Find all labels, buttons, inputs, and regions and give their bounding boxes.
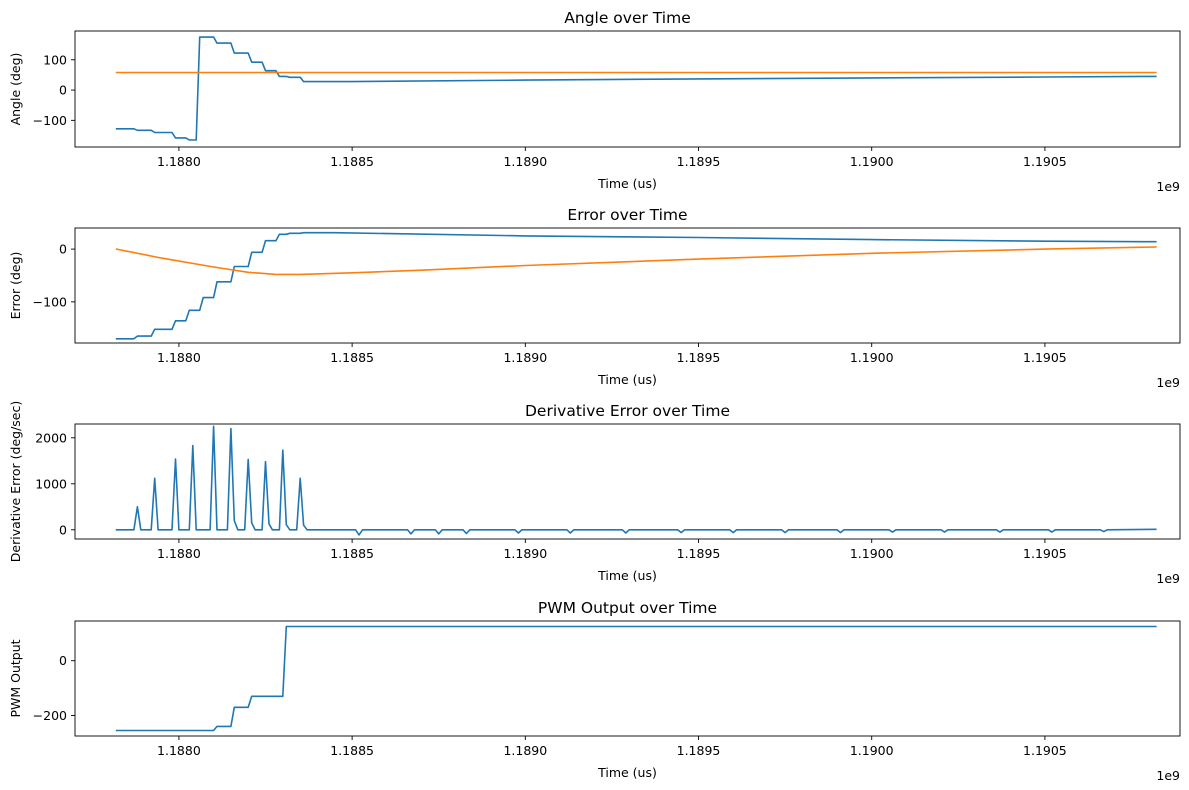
subplot-4: 1.1880 1.1885 1.1890 1.1895 1.1900 1.1905 −200… <box>8 599 1181 783</box>
x-tick-label: 1.1880 <box>157 154 201 169</box>
y-tick-label: 100 <box>43 52 67 67</box>
series-line-pwm <box>115 625 1157 732</box>
axes-frame <box>74 30 1181 148</box>
y-tick-label: −100 <box>33 294 67 309</box>
y-tick-label: 1000 <box>35 476 67 491</box>
x-axis-label: Time (us) <box>597 568 657 583</box>
x-offset-label: 1e9 <box>1156 375 1180 390</box>
series-group <box>115 425 1157 536</box>
x-tick-label: 1.1880 <box>157 350 201 365</box>
y-axis-label: Derivative Error (deg/sec) <box>8 401 23 562</box>
series-line-derivative_error <box>115 425 1157 536</box>
y-tick-label: −200 <box>33 708 67 723</box>
x-tick-label: 1.1900 <box>850 154 894 169</box>
subplot-2: 1.1880 1.1885 1.1890 1.1895 1.1900 1.1905 −100… <box>8 206 1181 390</box>
x-tick-label: 1.1895 <box>677 743 721 758</box>
axes-frame <box>74 620 1181 737</box>
x-offset-label: 1e9 <box>1156 768 1180 783</box>
x-tick-label: 1.1890 <box>503 350 547 365</box>
axes-frame <box>74 423 1181 540</box>
x-tick-label: 1.1890 <box>503 743 547 758</box>
y-axis-label: Error (deg) <box>8 252 23 320</box>
x-offset-label: 1e9 <box>1156 571 1180 586</box>
series-group <box>115 36 1157 141</box>
y-axis-label: PWM Output <box>8 639 23 717</box>
x-tick-label: 1.1885 <box>330 743 374 758</box>
subplot-1: 1.1880 1.1885 1.1890 1.1895 1.1900 1.1905 −100… <box>8 9 1181 194</box>
subplot-3: 1.1880 1.1885 1.1890 1.1895 1.1900 1.1905 0 100… <box>8 401 1181 586</box>
series-line-angle <box>115 36 1157 141</box>
y-tick-label: 0 <box>59 83 67 98</box>
chart-title: Derivative Error over Time <box>525 402 730 420</box>
x-tick-label: 1.1895 <box>677 154 721 169</box>
x-offset-label: 1e9 <box>1156 179 1180 194</box>
x-tick-label: 1.1900 <box>850 350 894 365</box>
y-tick-label: −100 <box>33 113 67 128</box>
y-tick-label: 0 <box>59 242 67 257</box>
series-group <box>115 231 1157 340</box>
x-axis-label: Time (us) <box>597 372 657 387</box>
x-tick-label: 1.1905 <box>1023 546 1067 561</box>
y-tick-label: 0 <box>59 653 67 668</box>
y-tick-label: 0 <box>59 522 67 537</box>
axes-frame <box>74 227 1181 344</box>
y-tick-label: 2000 <box>35 430 67 445</box>
chart-title: Error over Time <box>567 206 687 224</box>
x-tick-label: 1.1885 <box>330 350 374 365</box>
x-tick-label: 1.1890 <box>503 546 547 561</box>
x-tick-label: 1.1885 <box>330 154 374 169</box>
x-tick-label: 1.1885 <box>330 546 374 561</box>
x-axis-label: Time (us) <box>597 176 657 191</box>
x-tick-label: 1.1905 <box>1023 154 1067 169</box>
series-group <box>115 625 1157 732</box>
x-tick-label: 1.1905 <box>1023 350 1067 365</box>
series-line-error_reference <box>115 246 1157 276</box>
x-tick-label: 1.1880 <box>157 546 201 561</box>
x-axis-label: Time (us) <box>597 765 657 780</box>
x-tick-label: 1.1900 <box>850 546 894 561</box>
chart-title: PWM Output over Time <box>538 599 717 617</box>
y-axis-label: Angle (deg) <box>8 53 23 126</box>
x-tick-label: 1.1880 <box>157 743 201 758</box>
series-line-error <box>115 231 1157 340</box>
x-tick-label: 1.1895 <box>677 350 721 365</box>
x-tick-label: 1.1900 <box>850 743 894 758</box>
x-tick-label: 1.1895 <box>677 546 721 561</box>
chart-title: Angle over Time <box>564 9 690 27</box>
x-tick-label: 1.1905 <box>1023 743 1067 758</box>
x-tick-label: 1.1890 <box>503 154 547 169</box>
